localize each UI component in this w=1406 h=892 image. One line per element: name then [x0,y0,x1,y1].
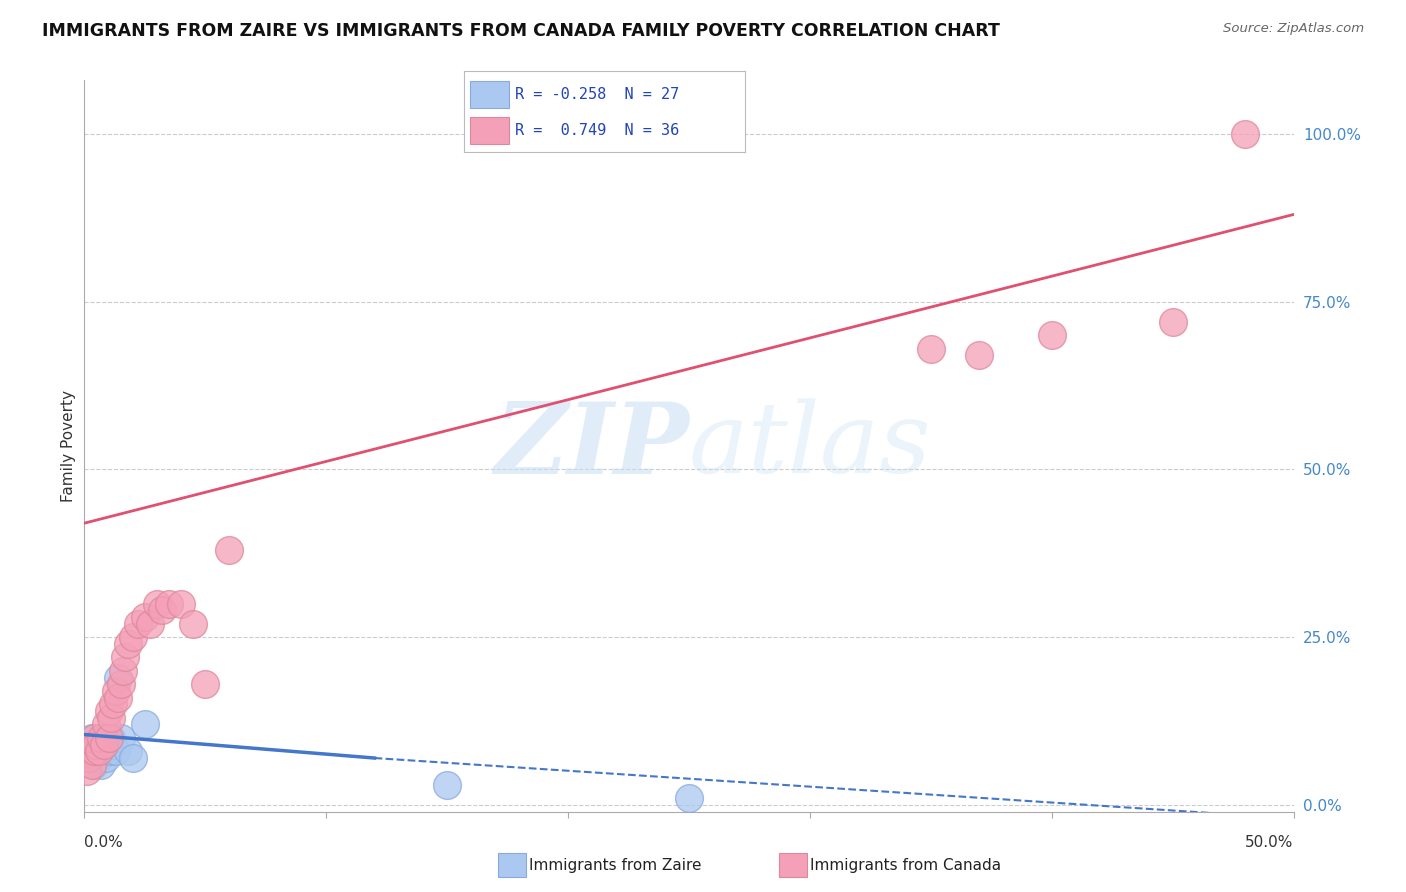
Point [97,704,120,718]
Text: IMMIGRANTS FROM ZAIRE VS IMMIGRANTS FROM CANADA FAMILY POVERTY CORRELATION CHART: IMMIGRANTS FROM ZAIRE VS IMMIGRANTS FROM… [42,22,1000,40]
Point [127,616,149,631]
Text: R =  0.749  N = 36: R = 0.749 N = 36 [515,123,679,138]
Text: R = -0.258  N = 27: R = -0.258 N = 27 [515,87,679,103]
Point [121,751,143,765]
Point [87,744,110,758]
Point [436,778,458,792]
Point [194,677,217,691]
Point [83,744,105,758]
Point [218,543,240,558]
Point [1161,315,1184,329]
Y-axis label: Family Poverty: Family Poverty [60,390,76,502]
Point [110,677,132,691]
Point [107,671,129,685]
Point [100,711,122,725]
Point [146,597,169,611]
Point [117,637,139,651]
Point [86,738,108,752]
Point [93,738,115,752]
Point [110,731,132,745]
Point [103,698,125,712]
Text: atlas: atlas [689,399,932,493]
Point [138,616,160,631]
Point [150,603,173,617]
Point [90,731,112,745]
Point [104,684,127,698]
Point [134,717,156,731]
Point [97,731,120,745]
FancyBboxPatch shape [470,117,509,145]
Point [1234,127,1257,141]
Point [94,731,117,745]
Point [86,738,108,752]
Point [86,751,108,765]
Point [83,744,105,758]
Point [76,744,98,758]
Point [117,744,139,758]
Point [121,630,143,644]
Point [90,744,112,758]
Point [80,751,103,765]
Point [112,664,135,678]
Point [94,717,117,731]
Point [87,744,110,758]
Point [114,650,136,665]
Point [93,738,115,752]
Point [107,690,129,705]
Text: Source: ZipAtlas.com: Source: ZipAtlas.com [1223,22,1364,36]
Point [87,751,110,765]
Text: 50.0%: 50.0% [1246,836,1294,850]
Point [90,757,112,772]
Point [170,597,193,611]
Point [157,597,180,611]
Point [1040,328,1063,343]
FancyBboxPatch shape [470,81,509,108]
Point [134,610,156,624]
Point [104,744,127,758]
Text: Immigrants from Canada: Immigrants from Canada [810,858,1001,872]
Point [94,751,117,765]
Point [77,751,100,765]
Point [967,348,990,362]
Point [77,738,100,752]
Text: 0.0%: 0.0% [84,836,124,850]
Text: ZIP: ZIP [494,398,689,494]
Point [80,757,103,772]
Point [181,616,204,631]
Point [97,738,120,752]
Point [678,791,700,805]
Point [83,757,105,772]
Point [920,342,942,356]
Point [100,731,122,745]
Point [76,764,98,779]
Text: Immigrants from Zaire: Immigrants from Zaire [529,858,702,872]
Point [83,731,105,745]
Point [80,731,103,745]
Point [103,738,125,752]
Point [97,744,120,758]
